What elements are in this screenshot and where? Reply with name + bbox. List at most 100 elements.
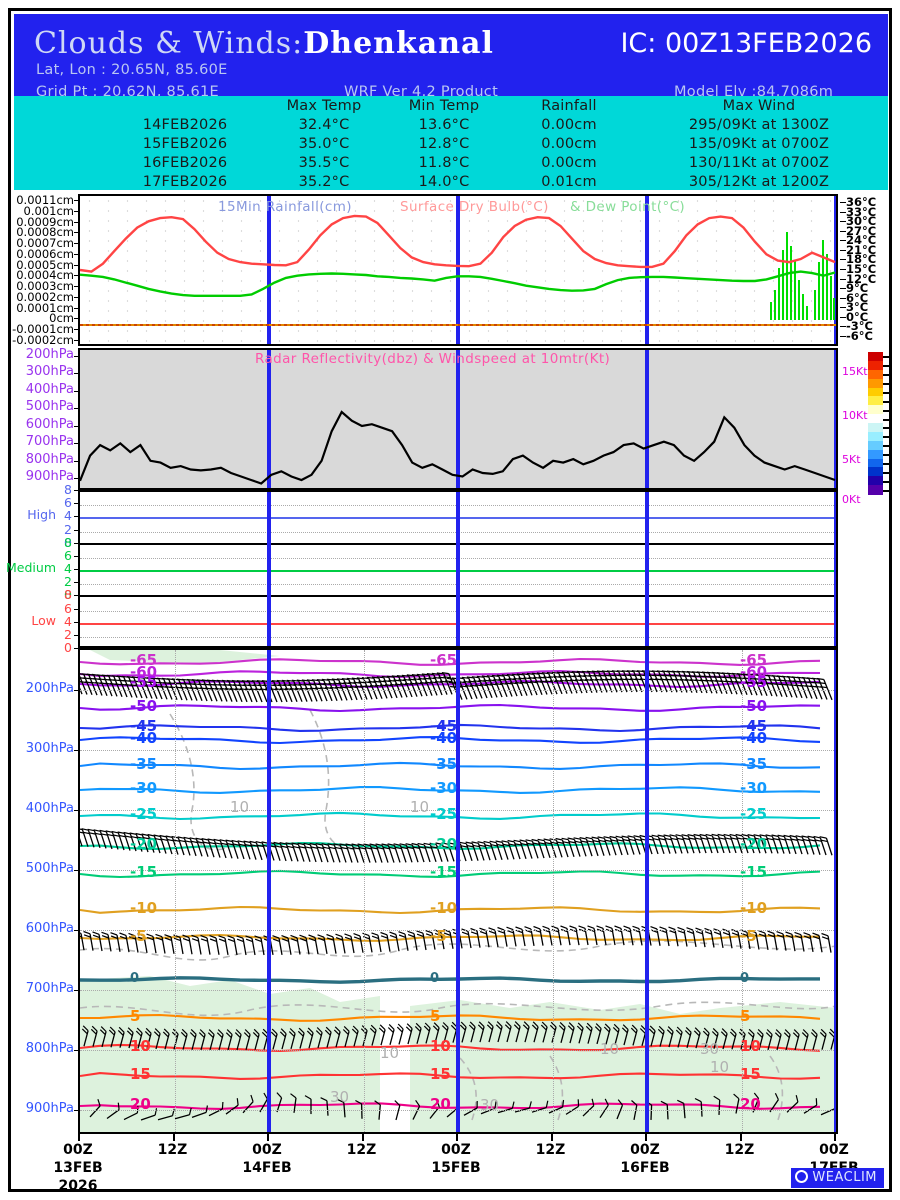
humidity-label: 30 — [700, 1040, 720, 1058]
axis-tick — [74, 555, 78, 557]
time-tick — [834, 1134, 836, 1141]
contour-label-0: 0 — [430, 971, 440, 986]
wind-barb — [411, 842, 425, 863]
wind-barb — [81, 1025, 89, 1047]
contour-label--55: -55 — [740, 673, 768, 691]
wind-barb — [776, 931, 787, 951]
humidity-label: 10 — [380, 1044, 400, 1062]
time-tick-hour: 12Z — [157, 1142, 188, 1158]
contour-label--50: -50 — [130, 697, 158, 715]
contour-label-5: 5 — [130, 1007, 141, 1025]
time-tick-year: 2026 — [58, 1178, 98, 1194]
wind-barb — [200, 934, 211, 955]
temperature-contour--55 — [80, 679, 821, 689]
rainfall-axis-tick-label: -0.0001cm — [12, 322, 74, 337]
wind-barb — [801, 1029, 809, 1051]
day-divider — [456, 350, 460, 488]
wind-barb — [567, 1022, 575, 1044]
wind-barb — [378, 1024, 386, 1046]
wind-barb — [587, 925, 598, 946]
wind-barb — [315, 1027, 323, 1049]
rainfall-axis-tick-label: 0.0004cm — [16, 268, 74, 283]
wind-barb — [711, 1027, 719, 1049]
rainfall-bar — [830, 276, 832, 320]
axis-tick — [74, 1110, 79, 1111]
time-tick-hour: 00Z — [441, 1142, 471, 1158]
contour-label--60: -60 — [130, 663, 158, 681]
rainfall-bar — [818, 262, 820, 320]
temperature-contour--50 — [80, 703, 821, 713]
colorbar-tick — [883, 480, 892, 483]
wind-barb — [758, 930, 769, 950]
wind-barb — [507, 839, 521, 860]
wind-barb — [756, 1028, 764, 1050]
temp-axis-tick-label: 12°C — [846, 271, 877, 286]
axis-tick — [74, 307, 79, 309]
col-header-min-temp: Min Temp — [408, 98, 480, 114]
wind-barb — [174, 1107, 192, 1120]
wind-barb — [657, 834, 671, 854]
wind-barb — [281, 935, 292, 955]
contour-label--5: -5 — [740, 927, 757, 945]
radar-axis-tick-label: 600hPa — [25, 416, 74, 432]
rainfall-bar — [826, 254, 828, 320]
wind-barb — [327, 843, 341, 863]
radar-reflectivity-panel: Radar Reflectivity(dbz) & Windspeed at 1… — [78, 348, 838, 490]
rainfall-bar — [774, 290, 776, 320]
wind-barbs — [80, 670, 836, 1121]
wind-barb — [387, 843, 401, 863]
colorbar-segment — [868, 414, 883, 424]
colorbar-segment — [868, 387, 883, 397]
wind-barb — [355, 1099, 363, 1119]
rainfall-bar — [782, 250, 784, 320]
temperature-contour--45 — [80, 723, 821, 733]
station-name: Dhenkanal — [303, 26, 494, 61]
radar-axis-tick-label: 200hPa — [25, 347, 74, 362]
axis-tick — [74, 460, 79, 462]
wind-barb — [486, 1021, 494, 1043]
wind-barb — [765, 1029, 773, 1051]
wind-barb — [227, 935, 238, 956]
wind-barb — [416, 930, 427, 951]
wind-barb — [381, 843, 395, 863]
table-row: 17FEB2026 35.2°C 14.0°C 0.01cm 305/12Kt … — [14, 172, 888, 192]
time-tick-hour: 12Z — [346, 1142, 377, 1158]
colorbar-segment — [868, 360, 883, 371]
cross-section-svg — [80, 650, 836, 1132]
cell-rainfall: 0.00cm — [541, 136, 597, 152]
cloud-axis-tick-label: 2 — [64, 521, 72, 537]
cell-min-temp: 11.8°C — [418, 155, 470, 171]
wind-barb — [615, 835, 629, 856]
temp-axis-tick-label: 18°C — [846, 252, 877, 267]
wind-barb — [123, 1105, 139, 1121]
wind-barb — [83, 930, 94, 951]
wind-barb — [414, 1022, 422, 1044]
colorbar-segment — [868, 423, 883, 433]
contour-label--25: -25 — [130, 805, 158, 823]
wind-barb — [561, 837, 575, 858]
wind-barb — [429, 1099, 440, 1119]
wind-barb — [713, 1095, 721, 1115]
axis-tick — [74, 582, 78, 584]
axis-tick — [74, 478, 79, 479]
wind-barb — [339, 843, 353, 863]
wind-barb — [660, 1100, 669, 1120]
wind-barb — [480, 1101, 497, 1115]
cloud-cover-panel — [78, 490, 838, 648]
wind-barb — [591, 836, 605, 856]
wind-barb — [209, 935, 220, 955]
wind-barb — [603, 1023, 611, 1045]
wind-barb — [259, 1092, 268, 1113]
colorbar-tick — [883, 356, 892, 359]
wind-barb — [693, 1027, 701, 1049]
cell-max-temp: 35.2°C — [298, 174, 350, 190]
wind-barb — [681, 834, 695, 854]
wind-barb — [489, 840, 503, 860]
time-tick — [267, 1134, 269, 1141]
day-divider — [834, 492, 836, 646]
wind-barb — [435, 842, 449, 862]
wind-barb — [519, 839, 533, 859]
wind-barb — [631, 1100, 638, 1120]
contour-label--50: -50 — [740, 697, 768, 715]
wind-barb — [246, 680, 263, 703]
